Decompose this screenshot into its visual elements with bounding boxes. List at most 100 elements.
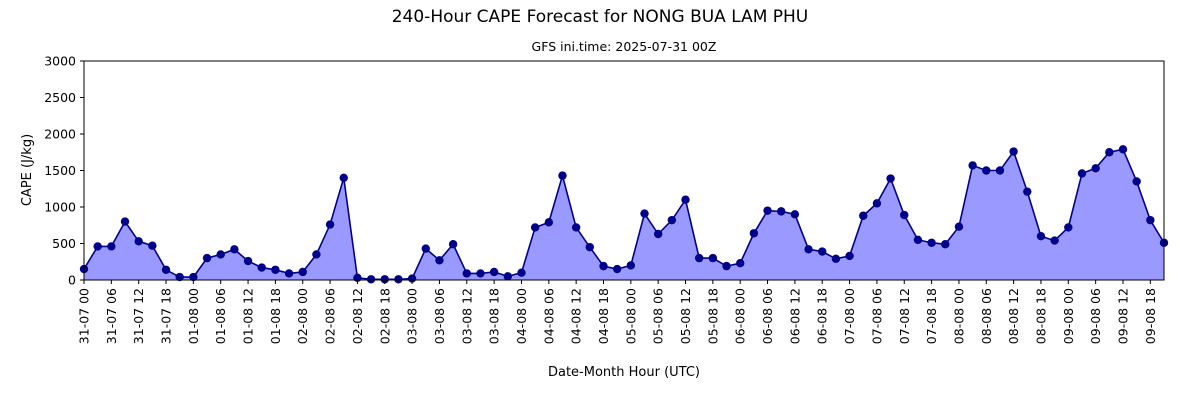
data-point [585, 242, 595, 252]
x-tick-label: 31-07 18 [159, 288, 174, 344]
x-tick-label: 09-08 00 [1061, 288, 1076, 344]
data-point [312, 250, 321, 259]
data-point [503, 272, 512, 281]
data-point [927, 238, 936, 247]
data-point [407, 274, 417, 283]
x-tick-label: 03-08 06 [432, 288, 447, 344]
data-point [161, 265, 171, 274]
y-tick-label: 2500 [44, 90, 76, 105]
data-point [708, 253, 718, 263]
data-point [462, 269, 471, 278]
x-tick-label: 03-08 18 [487, 288, 502, 344]
x-tick-label: 06-08 12 [787, 288, 802, 344]
data-point [1023, 187, 1032, 196]
x-tick-label: 04-08 06 [541, 288, 556, 344]
x-tick-label: 04-08 00 [514, 288, 529, 344]
data-point [640, 209, 649, 218]
x-tick-label: 08-08 12 [1006, 288, 1021, 344]
x-tick-label: 09-08 06 [1088, 288, 1103, 344]
data-point [749, 229, 759, 238]
data-point [271, 265, 280, 274]
x-tick-label: 02-08 00 [295, 288, 310, 344]
y-tick-label: 1500 [44, 163, 76, 178]
data-point [913, 235, 923, 245]
data-point [175, 272, 184, 282]
data-point [1091, 164, 1100, 173]
data-point [571, 223, 581, 232]
data-point [694, 253, 704, 263]
y-tick-label: 500 [52, 236, 76, 251]
data-point [612, 264, 622, 274]
plot-area: 0 500 1000 1500 2000 2500 3000 31-07 00 31-07 06… [44, 54, 1169, 344]
data-point [325, 220, 335, 229]
x-tick-label: 01-08 06 [213, 288, 228, 344]
data-point [777, 207, 786, 216]
data-point [845, 251, 854, 261]
x-tick-label: 05-08 00 [623, 288, 638, 344]
data-point [107, 242, 116, 251]
data-point [257, 263, 266, 272]
x-tick-label: 31-07 12 [131, 288, 146, 344]
x-tick-label: 04-08 18 [596, 288, 611, 344]
x-tick-label: 02-08 12 [350, 288, 365, 344]
data-point [1118, 145, 1128, 154]
x-tick-label: 02-08 18 [377, 288, 392, 344]
data-point [1146, 215, 1155, 225]
data-point [189, 272, 198, 282]
data-point [230, 245, 239, 254]
data-point [831, 254, 841, 264]
x-tick-label: 03-08 12 [459, 288, 474, 344]
y-tick-label: 1000 [44, 200, 76, 215]
data-point [681, 195, 690, 204]
y-tick-label: 3000 [44, 54, 76, 69]
data-point [202, 253, 212, 263]
data-point [736, 259, 745, 268]
data-point [790, 210, 800, 219]
data-point [763, 206, 772, 215]
data-point [148, 241, 157, 250]
data-point [722, 261, 731, 271]
data-point [284, 269, 294, 278]
x-tick-label: 02-08 06 [323, 288, 338, 344]
data-point [995, 166, 1005, 175]
data-point [886, 174, 895, 183]
data-point [216, 250, 225, 259]
data-point [818, 247, 827, 256]
x-tick-label: 31-07 06 [104, 288, 119, 344]
data-point [804, 245, 813, 254]
data-point [1132, 177, 1141, 186]
data-point [1105, 148, 1114, 157]
data-point [366, 275, 376, 284]
x-tick-label: 06-08 18 [815, 288, 830, 344]
data-point [530, 223, 540, 232]
area-fill [84, 149, 1164, 280]
x-tick-label: 06-08 00 [733, 288, 748, 344]
chart-subtitle: GFS ini.time: 2025-07-31 00Z [532, 39, 717, 54]
data-point [298, 267, 307, 277]
data-point [380, 275, 389, 284]
data-point [448, 240, 458, 249]
data-point [517, 268, 526, 277]
data-point [653, 229, 663, 239]
data-point [93, 242, 102, 251]
data-point [134, 237, 143, 246]
x-tick-label: 01-08 18 [268, 288, 283, 344]
data-point [954, 222, 964, 231]
data-point [120, 217, 130, 226]
x-tick-label: 08-08 00 [951, 288, 966, 344]
data-point [667, 215, 677, 225]
x-tick-label: 07-08 06 [869, 288, 884, 344]
data-point [900, 210, 909, 220]
x-tick-label: 31-07 00 [77, 288, 92, 344]
data-point [544, 218, 554, 227]
data-point [339, 173, 348, 182]
data-point [476, 269, 485, 278]
data-point [872, 199, 882, 208]
x-tick-label: 04-08 12 [569, 288, 584, 344]
data-point [859, 211, 868, 220]
x-tick-label: 09-08 12 [1115, 288, 1130, 344]
data-point [599, 261, 608, 271]
y-tick-label: 0 [68, 273, 76, 288]
